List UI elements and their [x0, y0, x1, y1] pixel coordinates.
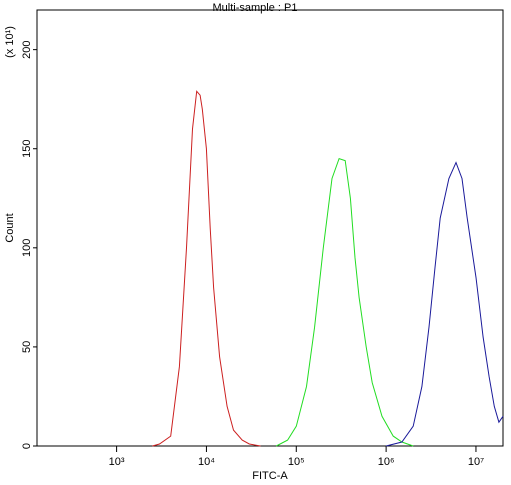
y-tick-label: 50 [21, 341, 33, 353]
y-tick-label: 150 [21, 140, 33, 158]
y-tick-label: 200 [21, 40, 33, 58]
x-axis-label: FITC-A [252, 470, 288, 482]
x-tick-label: 10⁵ [288, 456, 305, 468]
histogram-line [276, 157, 414, 447]
y-tick-label: 100 [21, 239, 33, 257]
plot-frame [36, 9, 504, 447]
histogram-line [385, 161, 504, 447]
x-tick-label: 10³ [109, 456, 125, 468]
y-axis-label: Count [4, 213, 16, 242]
x-tick-label: 10⁷ [468, 456, 484, 468]
x-tick-label: 10⁴ [198, 456, 215, 468]
y-multiplier: (x 10¹) [4, 26, 16, 58]
histogram-line [152, 90, 261, 447]
y-tick-label: 0 [21, 443, 33, 449]
x-tick-label: 10⁶ [378, 456, 395, 468]
chart-title: Multi-sample : P1 [213, 2, 298, 14]
